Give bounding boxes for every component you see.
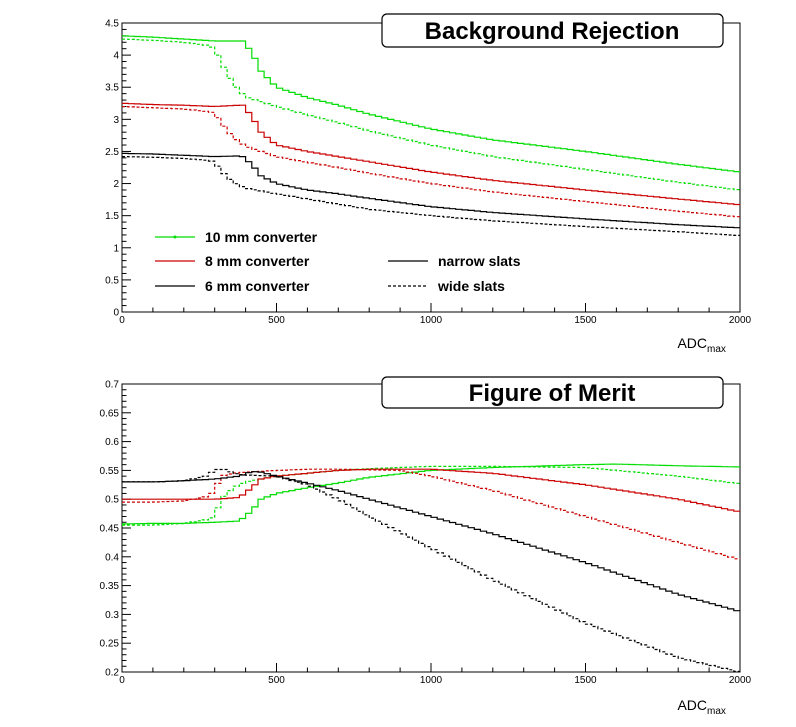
y-tick-label: 4.5 [105,19,119,30]
series-line-2 [122,102,740,206]
x-tick-label: 1500 [574,315,597,326]
background-rejection-chart: 0 500 1000 1500 2000 0 0.5 1 1.5 2 2.5 3 3.5 4 4.5 Bac… [105,13,752,355]
y-tick-label: 0.45 [100,524,120,535]
y-tick-label: 0.35 [100,581,120,592]
series-line-1 [122,465,740,526]
y-tick-label: 1.5 [105,211,119,222]
y-tick-label: 0.25 [100,639,120,650]
y-tick-label: 0.6 [105,437,119,448]
x-tick-label: 500 [268,675,285,686]
series-line-0 [122,35,740,173]
chart-title: Figure of Merit [469,380,636,407]
title-box [381,13,724,48]
y-tick-label: 4 [113,51,119,62]
title-box [381,376,724,409]
legend-label: 10 mm converter [205,229,318,245]
y-tick-label: 1 [113,243,119,254]
x-tick-label: 1500 [574,675,597,686]
x-tick-label: 2000 [729,675,752,686]
legend-label: narrow slats [438,253,521,269]
y-tick-label: 0.2 [105,668,119,679]
y-tick-label: 3.5 [105,83,119,94]
legend-label: 6 mm converter [205,278,310,294]
x-tick-label: 0 [119,315,125,326]
y-tick-label: 0 [113,308,119,319]
series-line-3 [122,106,740,218]
series-line-1 [122,38,740,191]
x-tick-label: 2000 [729,315,752,326]
x-tick-label: 1000 [420,675,443,686]
y-tick-label: 0.4 [105,552,119,563]
series-line-2 [122,468,740,512]
x-axis-label-subscript: max [707,344,726,355]
y-tick-label: 3 [113,115,119,126]
legend: 10 mm converter 8 mm converter 6 mm conver… [155,229,521,294]
x-axis-label: ADC [677,697,707,713]
y-tick-label: 0.5 [105,275,119,286]
y-tick-label: 0.5 [105,495,119,506]
y-tick-label: 0.55 [100,466,120,477]
x-tick-label: 0 [119,675,125,686]
figure-of-merit-chart: 0 500 1000 1500 2000 0.2 0.25 0.3 0.35 0.4 0.45 0.5… [100,376,752,717]
x-axis-label-subscript: max [707,706,726,717]
x-axis-label: ADC [677,335,707,351]
series-line-4 [122,471,740,612]
y-tick-label: 0.65 [100,408,120,419]
chart-title: Background Rejection [425,18,680,45]
y-tick-label: 0.7 [105,380,119,391]
legend-label: wide slats [437,278,505,294]
legend-marker [173,235,177,239]
x-tick-label: 1000 [420,315,443,326]
x-tick-label: 500 [268,315,285,326]
y-tick-label: 0.3 [105,610,119,621]
y-tick-label: 2 [113,179,119,190]
series-line-5 [122,156,740,236]
y-tick-label: 2.5 [105,147,119,158]
legend-label: 8 mm converter [205,253,310,269]
series-line-4 [122,152,740,229]
series-line-5 [122,468,740,672]
